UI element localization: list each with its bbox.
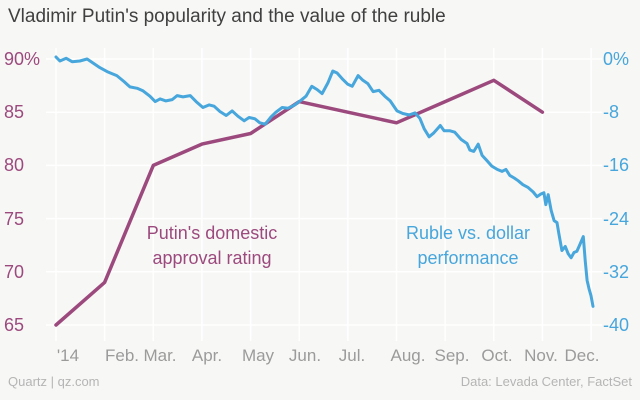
ruble-performance-line	[54, 55, 595, 308]
x-axis-month-label: Dec.	[564, 346, 600, 365]
ruble-series-label-line1: Ruble vs. dollar	[405, 223, 531, 243]
x-axis-month-label: Feb.	[104, 346, 140, 365]
approval-series-label: Putin's domestic approval rating	[112, 221, 312, 271]
x-axis-month-label: Jul.	[338, 346, 366, 365]
x-axis-month-label: Jun.	[288, 346, 322, 365]
left-axis-tick-label: 65	[4, 315, 25, 335]
x-axis-month-label: Oct.	[481, 346, 513, 365]
x-axis-month-label: '14	[56, 346, 80, 365]
right-axis-tick-label: -8	[603, 102, 620, 123]
x-axis-month-label: Sep.	[434, 346, 470, 365]
approval-series-label-line1: Putin's domestic	[146, 223, 278, 243]
left-axis-tick-label: 80	[4, 155, 25, 176]
chart-title: Vladimir Putin's popularity and the valu…	[8, 6, 446, 27]
x-axis-month-label: Mar.	[143, 346, 177, 365]
ruble-series-label: Ruble vs. dollar performance	[368, 221, 568, 271]
right-axis-tick-label: -40	[603, 315, 630, 335]
source-brand: Quartz | qz.com	[8, 374, 100, 389]
right-axis-tick-label: -24	[603, 208, 630, 229]
left-axis-tick-label: 85	[4, 102, 25, 123]
x-axis-month-label: May	[241, 346, 275, 365]
ruble-series-label-line2: performance	[417, 248, 519, 268]
left-axis-tick-label: 90%	[4, 49, 41, 69]
left-axis-tick-label: 70	[4, 261, 25, 282]
x-axis-month-label: Nov.	[524, 346, 558, 365]
right-axis-tick-label: -32	[603, 261, 630, 282]
right-axis-tick-label: 0%	[603, 49, 630, 69]
approval-series-label-line2: approval rating	[152, 248, 272, 268]
data-source: Data: Levada Center, FactSet	[460, 374, 632, 389]
x-axis-month-label: Aug.	[390, 346, 426, 365]
right-axis-tick-label: -16	[603, 155, 630, 176]
x-axis-month-label: Apr.	[191, 346, 223, 365]
left-axis-tick-label: 75	[4, 208, 25, 229]
